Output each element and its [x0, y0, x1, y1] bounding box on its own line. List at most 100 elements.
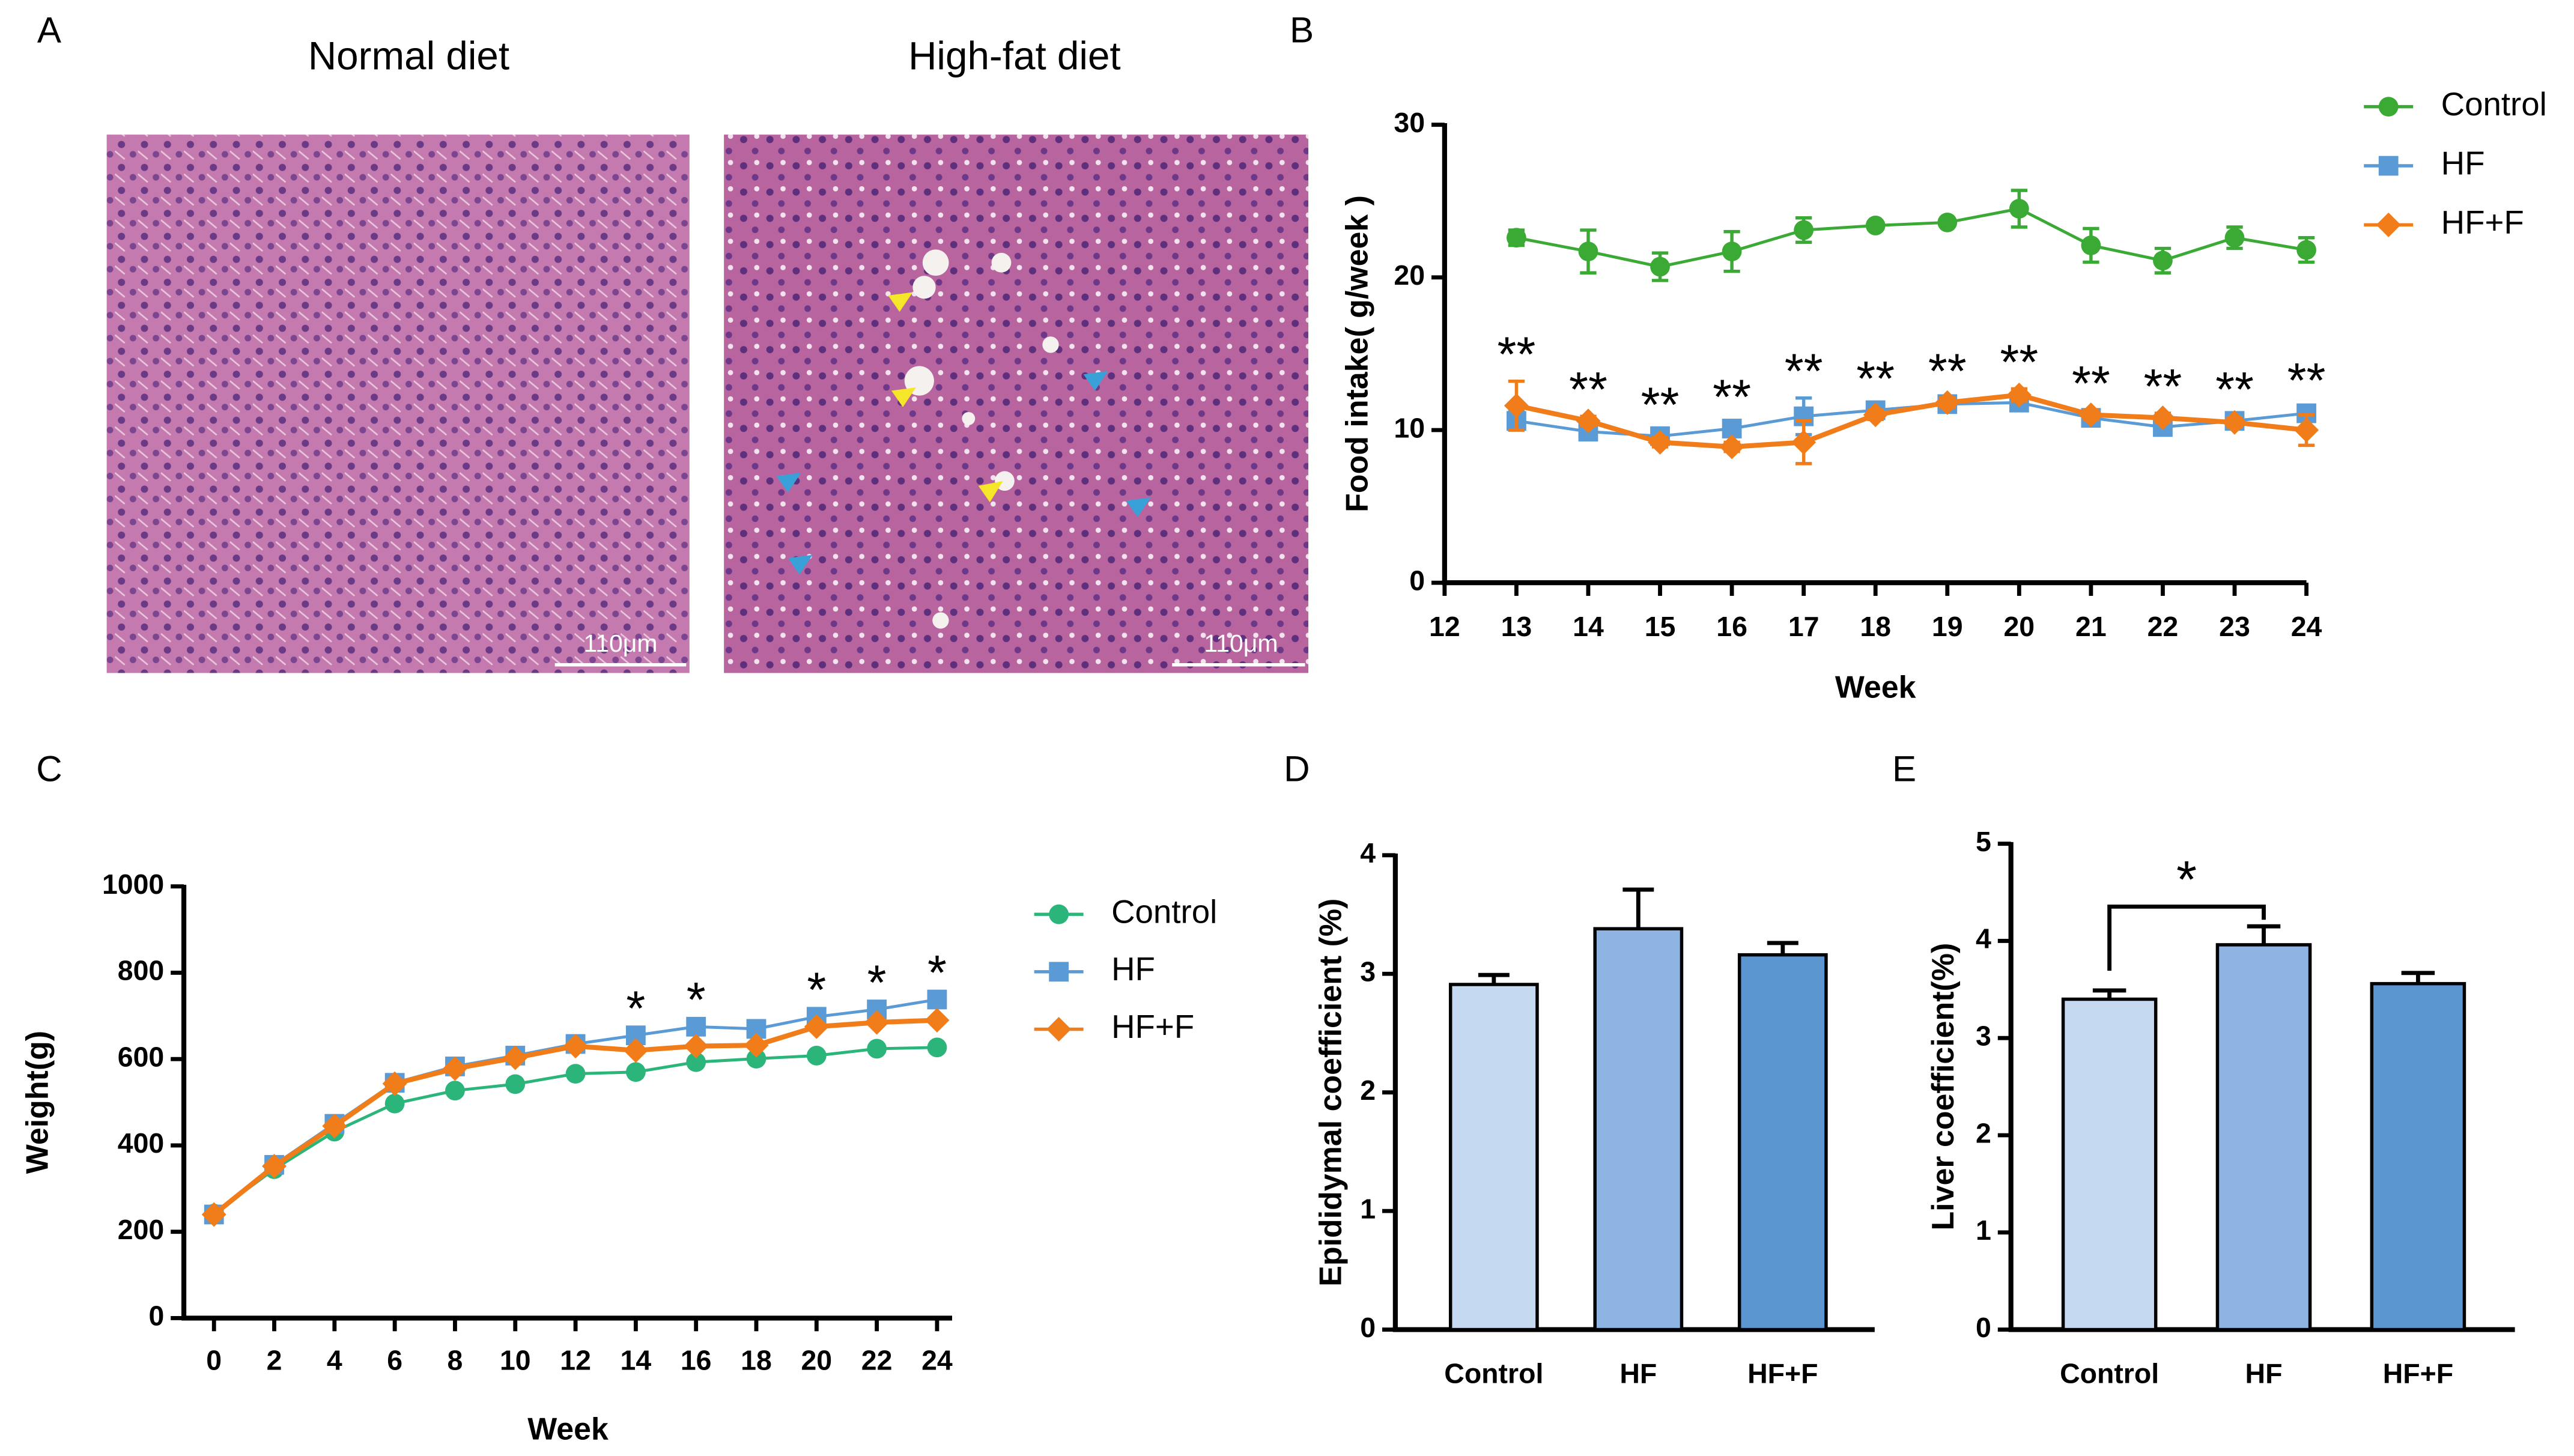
x-tick-label: 15 [1645, 611, 1676, 642]
significance-mark: ** [2144, 359, 2182, 414]
marker [262, 1153, 287, 1178]
marker [1937, 212, 1958, 232]
y-tick-label: 200 [118, 1214, 164, 1245]
marker [746, 1049, 766, 1069]
marker [445, 1081, 465, 1101]
bar [2061, 997, 2158, 1332]
marker [442, 1056, 467, 1081]
y-tick-label: 600 [118, 1041, 164, 1072]
scale-label: 110μm [1204, 629, 1278, 657]
x-tick-label: 18 [741, 1344, 772, 1376]
y-axis-label: Epididymal coefficient (%) [1314, 899, 1349, 1287]
x-tick-label: HF [2245, 1357, 2283, 1389]
significance-mark: * [807, 963, 826, 1018]
x-tick-label: 12 [1429, 611, 1460, 642]
x-tick-label: 0 [206, 1344, 222, 1376]
marker [924, 1008, 950, 1033]
legend-label: Control [2441, 86, 2547, 123]
legend-label: HF [1111, 951, 1155, 987]
marker [744, 1033, 769, 1058]
marker [1507, 228, 1526, 248]
y-tick-label: 5 [1976, 826, 1991, 857]
x-tick-label: HF [1619, 1357, 1657, 1389]
histology-image [724, 135, 1309, 673]
marker [1791, 429, 1817, 455]
panel-label: C [36, 748, 62, 789]
significance-mark: ** [2072, 356, 2110, 411]
bar [1737, 953, 1828, 1332]
marker [2294, 417, 2319, 443]
marker [864, 1010, 890, 1035]
marker [625, 1062, 646, 1082]
x-tick-label: 17 [1788, 611, 1820, 642]
x-tick-label: Control [2060, 1357, 2159, 1389]
marker [2081, 235, 2101, 255]
significance-mark: * [867, 956, 887, 1010]
legend-marker [2378, 97, 2399, 117]
series-line [1516, 207, 2307, 268]
marker [806, 1046, 827, 1066]
x-tick-label: 24 [921, 1344, 953, 1376]
marker [623, 1038, 648, 1063]
significance-mark: * [687, 973, 706, 1028]
significance-mark: * [2176, 850, 2197, 909]
marker [1578, 241, 1598, 262]
x-tick-label: 22 [861, 1344, 893, 1376]
y-tick-label: 10 [1394, 412, 1425, 443]
x-axis-label: Week [1835, 670, 1916, 705]
panel-label: D [1284, 748, 1310, 789]
significance-mark: * [927, 945, 947, 1000]
legend-label: HF+F [2441, 204, 2524, 241]
x-tick-label: 19 [1932, 611, 1963, 642]
y-tick-label: 3 [1976, 1020, 1991, 1051]
x-tick-label: 24 [2291, 611, 2322, 642]
x-tick-label: 20 [2003, 611, 2035, 642]
x-tick-label: 8 [448, 1344, 463, 1376]
marker [1935, 390, 1960, 415]
x-tick-label: 14 [621, 1344, 652, 1376]
significance-bracket [2107, 904, 2266, 971]
marker [1863, 402, 1888, 428]
x-tick-label: HF+F [2383, 1357, 2453, 1389]
marker [384, 1093, 405, 1114]
x-tick-label: 12 [560, 1344, 591, 1376]
significance-mark: ** [2215, 363, 2254, 417]
marker [1865, 216, 1886, 235]
y-tick-label: 2 [1976, 1117, 1991, 1148]
legend-marker [1046, 1016, 1072, 1042]
marker [2006, 383, 2032, 408]
marker [382, 1071, 407, 1096]
marker [2296, 240, 2316, 260]
legend-label: Control [1111, 894, 1217, 930]
marker [804, 1014, 829, 1039]
y-tick-label: 1 [1360, 1193, 1376, 1224]
y-tick-label: 2 [1360, 1075, 1376, 1106]
marker [1504, 393, 1529, 418]
legend-label: HF [2441, 145, 2485, 181]
x-tick-label: 10 [500, 1344, 531, 1376]
y-tick-label: 4 [1976, 923, 1991, 954]
x-tick-label: Control [1444, 1357, 1543, 1389]
bar [2370, 981, 2466, 1332]
y-tick-label: 0 [148, 1300, 164, 1332]
x-tick-label: 23 [2219, 611, 2250, 642]
significance-mark: * [626, 981, 645, 1036]
marker [867, 1039, 887, 1059]
significance-mark: ** [1856, 352, 1895, 407]
marker [2153, 250, 2173, 271]
marker [927, 989, 947, 1010]
legend-marker [1049, 904, 1069, 924]
series-line [1516, 392, 2307, 450]
image-title: High-fat diet [908, 34, 1121, 78]
bar [2215, 943, 2312, 1332]
bar [1593, 927, 1684, 1332]
image-title: Normal diet [308, 34, 509, 78]
x-tick-label: 13 [1501, 611, 1532, 642]
histology-image [106, 135, 690, 673]
y-tick-label: 800 [118, 955, 164, 986]
marker [2009, 199, 2029, 219]
x-tick-label: 20 [801, 1344, 832, 1376]
y-tick-label: 0 [1409, 565, 1425, 596]
bar [1448, 983, 1539, 1332]
